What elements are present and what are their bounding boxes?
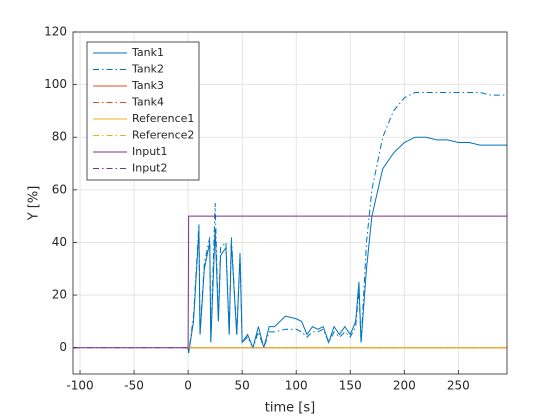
y-tick-label: 40 [52, 235, 67, 249]
legend-box [86, 41, 200, 181]
series-line [73, 215, 507, 349]
legend-label: Tank3 [131, 79, 164, 92]
legend-label: Tank1 [131, 46, 164, 59]
y-tick-label: 80 [52, 130, 67, 144]
x-tick-label: -50 [124, 379, 144, 393]
legend-label: Input1 [132, 145, 167, 158]
series-line [187, 136, 507, 354]
legend-label: Reference1 [132, 112, 194, 125]
x-tick-label: 100 [285, 379, 308, 393]
x-tick-label: 250 [447, 379, 470, 393]
x-tick-label: 0 [184, 379, 192, 393]
legend-label: Reference2 [132, 129, 194, 142]
y-tick-label: 0 [59, 340, 67, 354]
x-tick-label: 150 [339, 379, 362, 393]
legend-label: Input2 [132, 162, 167, 175]
axes-box [72, 31, 508, 375]
y-tick-label: 60 [52, 182, 67, 196]
y-tick-label: 20 [52, 288, 67, 302]
y-tick-label: 100 [44, 77, 67, 91]
x-axis-label: time [s] [265, 401, 315, 416]
y-axis-label: Y [%] [27, 186, 42, 222]
y-tick-label: 120 [44, 25, 67, 39]
series-line [187, 92, 507, 354]
x-tick-label: -100 [66, 379, 93, 393]
x-tick-label: 200 [393, 379, 416, 393]
legend-label: Tank2 [131, 63, 164, 76]
legend-label: Tank4 [131, 96, 164, 109]
x-tick-label: 50 [235, 379, 250, 393]
